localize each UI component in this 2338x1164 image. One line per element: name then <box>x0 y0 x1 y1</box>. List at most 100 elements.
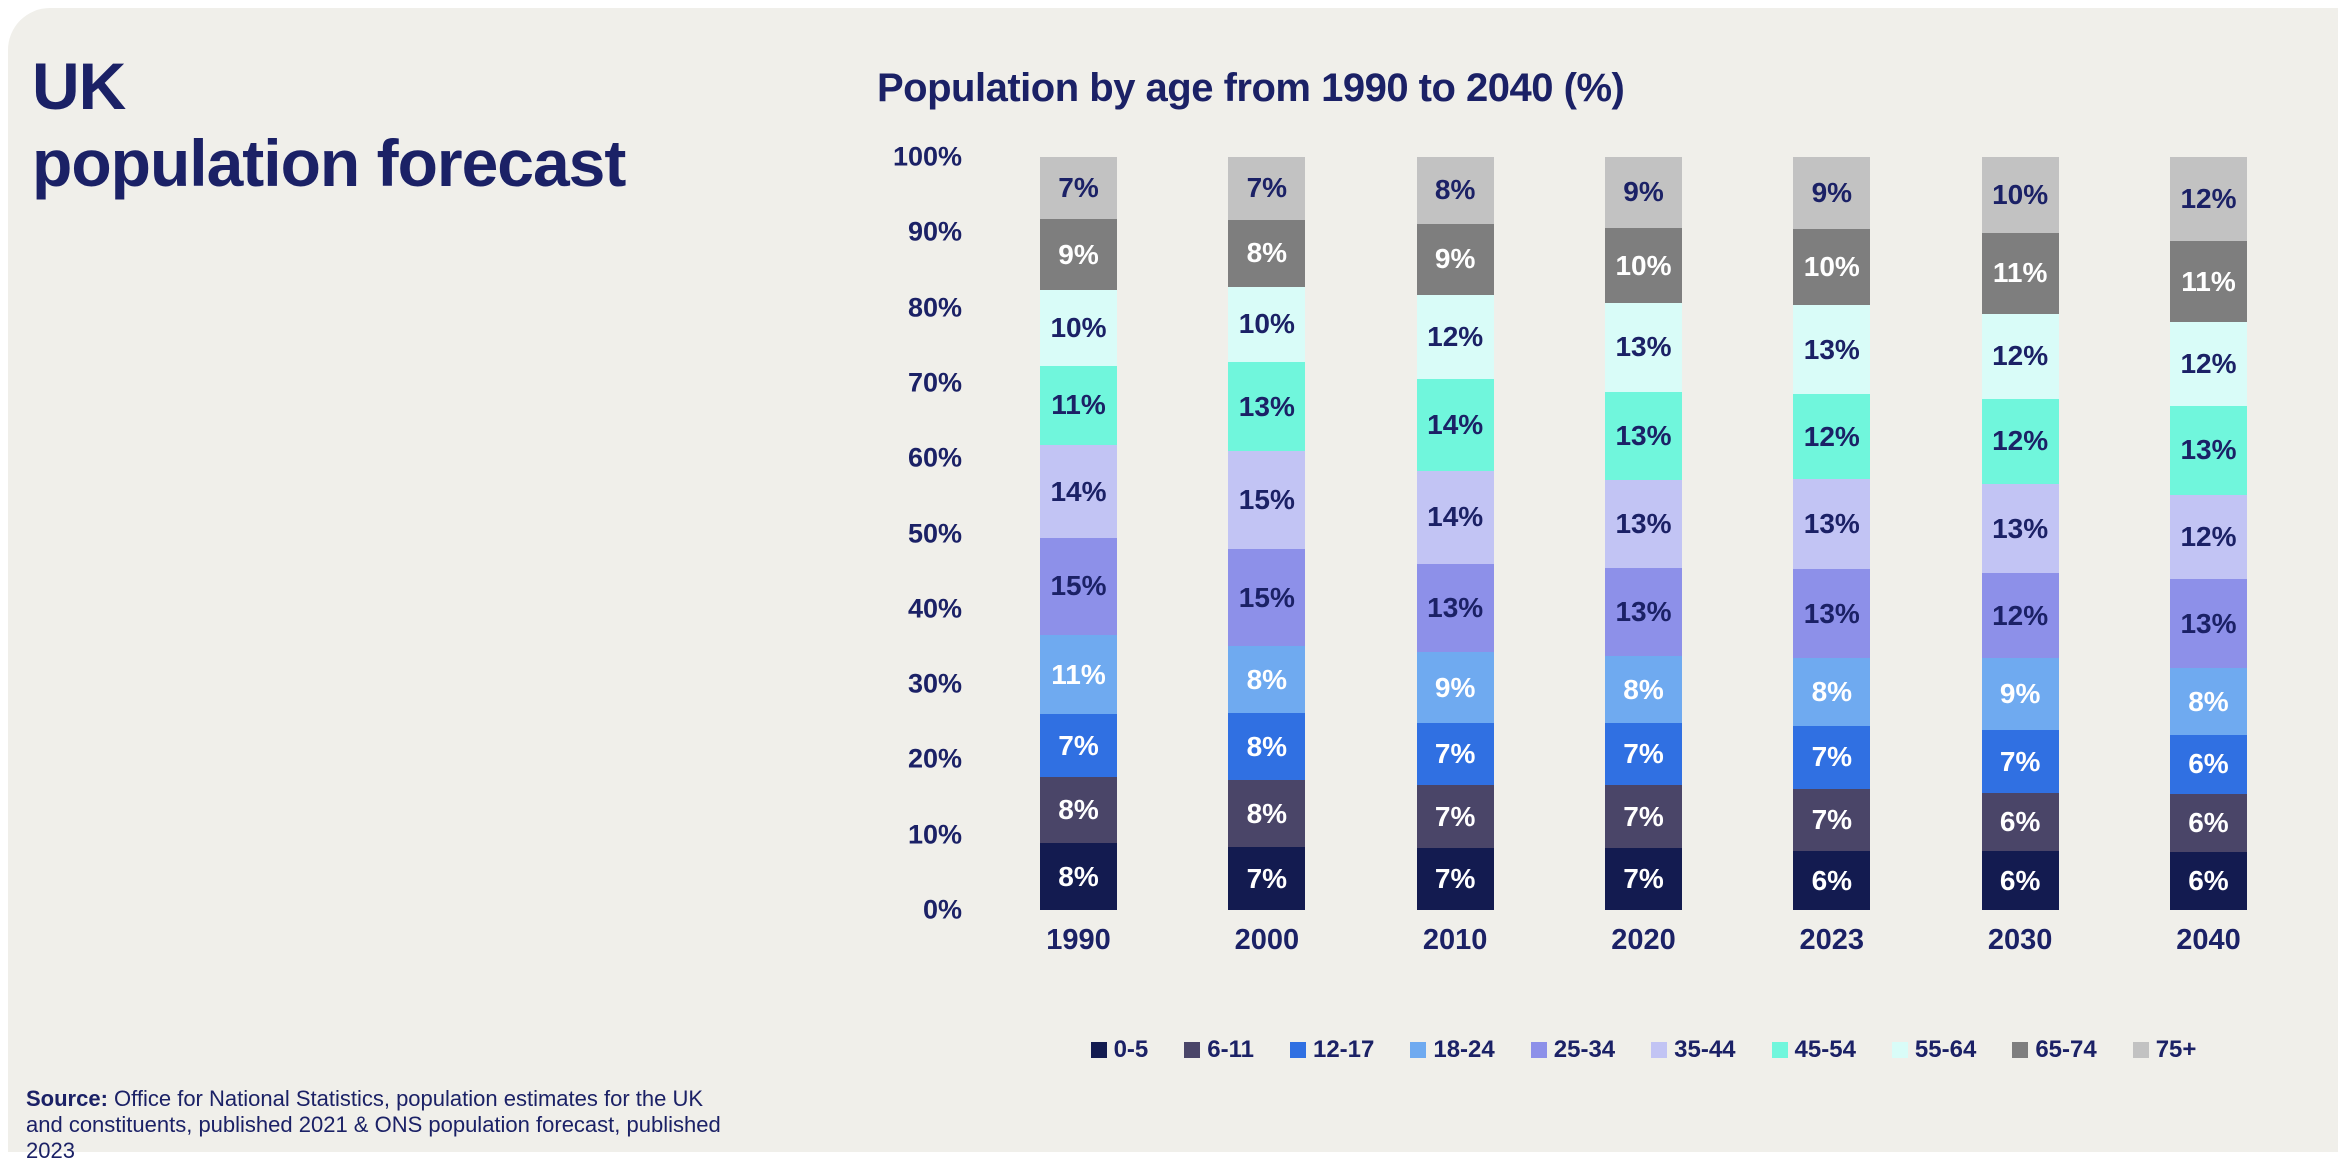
infographic-card: UK population forecast Population by age… <box>8 8 2338 1163</box>
x-axis-label: 2040 <box>2176 924 2241 956</box>
bar-segment-25-34: 12% <box>1981 573 2059 659</box>
legend-swatch-icon <box>1530 1042 1547 1058</box>
bar-segment-12-17: 7% <box>1981 730 2059 793</box>
y-axis-tick: 50% <box>907 518 962 548</box>
legend-swatch-icon <box>2132 1042 2149 1058</box>
bar-segment-35-44: 14% <box>1040 445 1117 538</box>
bar-segment-0-5: 7% <box>1228 847 1306 910</box>
bar-segment-55-64: 13% <box>1604 303 1682 392</box>
bar-segment-0-5: 6% <box>1793 851 1871 910</box>
bar-segment-6-11: 7% <box>1416 785 1494 848</box>
y-axis-tick: 60% <box>907 442 962 473</box>
bar-segment-18-24: 9% <box>1981 658 2059 731</box>
bar-segment-25-34: 13% <box>1416 563 1494 653</box>
bar-segment-55-64: 13% <box>1793 304 1871 395</box>
bar-segment-65-74: 8% <box>1228 219 1306 287</box>
x-axis-label: 2010 <box>1422 924 1488 956</box>
bar-segment-55-64: 10% <box>1040 290 1117 366</box>
bar-segment-65-74: 11% <box>2169 241 2247 322</box>
bar-segment-45-54: 13% <box>1604 391 1682 480</box>
bar-segment-75+: 8% <box>1416 156 1494 224</box>
legend-label: 75+ <box>2155 1036 2197 1063</box>
bar-segment-75+: 10% <box>1981 157 2059 234</box>
page-title-line2: population forecast <box>32 126 626 201</box>
y-axis: 100% 90% 80% 70% 60% 50% 40% 30% 20% 10% 0% <box>838 142 962 925</box>
bar-segment-12-17: 7% <box>1040 714 1117 777</box>
bar-2040: 6% 6% 6% 8% 13% 12% 13% 12% 11% 12% <box>2169 156 2247 910</box>
legend-item-12-17: 12-17 <box>1289 1036 1374 1064</box>
bar-segment-65-74: 9% <box>1416 223 1494 295</box>
bar-segment-45-54: 14% <box>1416 378 1494 472</box>
y-axis-tick: 80% <box>907 292 962 323</box>
bar-segment-25-34: 13% <box>1604 568 1682 657</box>
legend-item-18-24: 18-24 <box>1410 1036 1495 1064</box>
bar-segment-35-44: 13% <box>1604 479 1682 569</box>
bar-segment-6-11: 6% <box>1981 792 2059 852</box>
source-label: Source: <box>26 1086 108 1111</box>
source-text: Office for National Statistics, populati… <box>26 1086 721 1163</box>
bar-segment-18-24: 8% <box>2169 668 2247 736</box>
y-axis-tick: 10% <box>907 819 962 850</box>
source-note: Source: Office for National Statistics, … <box>26 1086 736 1164</box>
bar-2020: 7% 7% 7% 8% 13% 13% 13% 13% 10% 9% <box>1604 156 1682 910</box>
bar-segment-18-24: 11% <box>1040 634 1117 715</box>
bar-segment-6-11: 7% <box>1604 785 1682 848</box>
legend-item-55-64: 55-64 <box>1891 1036 1977 1064</box>
bar-segment-45-54: 12% <box>1793 394 1871 480</box>
bar-segment-65-74: 10% <box>1604 227 1682 304</box>
legend-item-75+: 75+ <box>2132 1036 2197 1064</box>
legend-label: 65-74 <box>2035 1036 2097 1063</box>
y-axis-tick: 20% <box>907 743 962 774</box>
bar-segment-55-64: 12% <box>1416 294 1494 379</box>
bar-segment-75+: 9% <box>1604 156 1682 228</box>
bar-segment-12-17: 8% <box>1228 713 1306 781</box>
legend-swatch-icon <box>1410 1042 1427 1058</box>
legend-item-0-5: 0-5 <box>1090 1036 1149 1064</box>
legend-swatch-icon <box>1651 1042 1668 1058</box>
legend-swatch-icon <box>1289 1042 1306 1058</box>
legend-label: 0-5 <box>1113 1036 1149 1063</box>
bar-segment-18-24: 8% <box>1228 646 1306 714</box>
bar-segment-12-17: 7% <box>1416 723 1494 786</box>
bar-segment-25-34: 15% <box>1040 537 1117 635</box>
x-axis-label: 2030 <box>1987 924 2053 956</box>
page-title: UK population forecast <box>32 48 626 202</box>
bar-segment-0-5: 7% <box>1604 847 1682 910</box>
legend-swatch-icon <box>1891 1042 1908 1058</box>
bar-2000: 7% 8% 8% 8% 15% 15% 13% 10% 8% 7% <box>1228 157 1306 910</box>
bar-segment-65-74: 9% <box>1040 219 1117 291</box>
y-axis-tick: 90% <box>907 216 962 247</box>
bar-segment-0-5: 6% <box>2169 851 2247 910</box>
bar-segment-65-74: 11% <box>1981 233 2059 314</box>
bar-segment-35-44: 15% <box>1228 451 1306 549</box>
bar-segment-45-54: 11% <box>1040 365 1117 446</box>
chart-title: Population by age from 1990 to 2040 (%) <box>877 66 1625 110</box>
legend-item-45-54: 45-54 <box>1771 1036 1856 1064</box>
y-axis-tick: 0% <box>922 894 962 925</box>
bar-segment-35-44: 13% <box>1981 483 2059 574</box>
x-axis-label: 2020 <box>1611 924 1676 956</box>
legend-label: 35-44 <box>1674 1036 1736 1063</box>
bar-1990: 8% 8% 7% 11% 15% 14% 11% 10% 9% 7% <box>1040 157 1117 910</box>
plot-area: 8% 8% 7% 11% 15% 14% 11% 10% 9% 7% 7% 8% 8% 8% 15% 15% 1… <box>1040 156 2247 910</box>
bar-2030: 6% 6% 7% 9% 12% 13% 12% 12% 11% 10% <box>1981 157 2059 910</box>
x-axis-label: 1990 <box>1046 924 1111 956</box>
legend-label: 55-64 <box>1914 1036 1977 1063</box>
bar-segment-12-17: 7% <box>1604 723 1682 786</box>
bar-segment-45-54: 13% <box>1228 362 1306 452</box>
legend-swatch-icon <box>2012 1042 2029 1058</box>
legend-item-35-44: 35-44 <box>1651 1036 1736 1064</box>
bar-segment-25-34: 15% <box>1228 548 1306 647</box>
x-axis: 1990 2000 2010 2020 2023 2030 2040 <box>1040 924 2247 957</box>
bar-segment-12-17: 6% <box>2169 735 2247 794</box>
legend-item-25-34: 25-34 <box>1530 1036 1615 1064</box>
legend-swatch-icon <box>1184 1042 1201 1058</box>
bar-segment-35-44: 14% <box>1416 471 1494 564</box>
bar-segment-55-64: 10% <box>1228 286 1306 363</box>
bar-segment-18-24: 9% <box>1416 652 1494 724</box>
bar-segment-6-11: 8% <box>1228 780 1306 848</box>
bar-segment-35-44: 12% <box>2169 494 2247 580</box>
legend-item-65-74: 65-74 <box>2012 1036 2097 1064</box>
bar-segment-75+: 9% <box>1793 157 1871 229</box>
